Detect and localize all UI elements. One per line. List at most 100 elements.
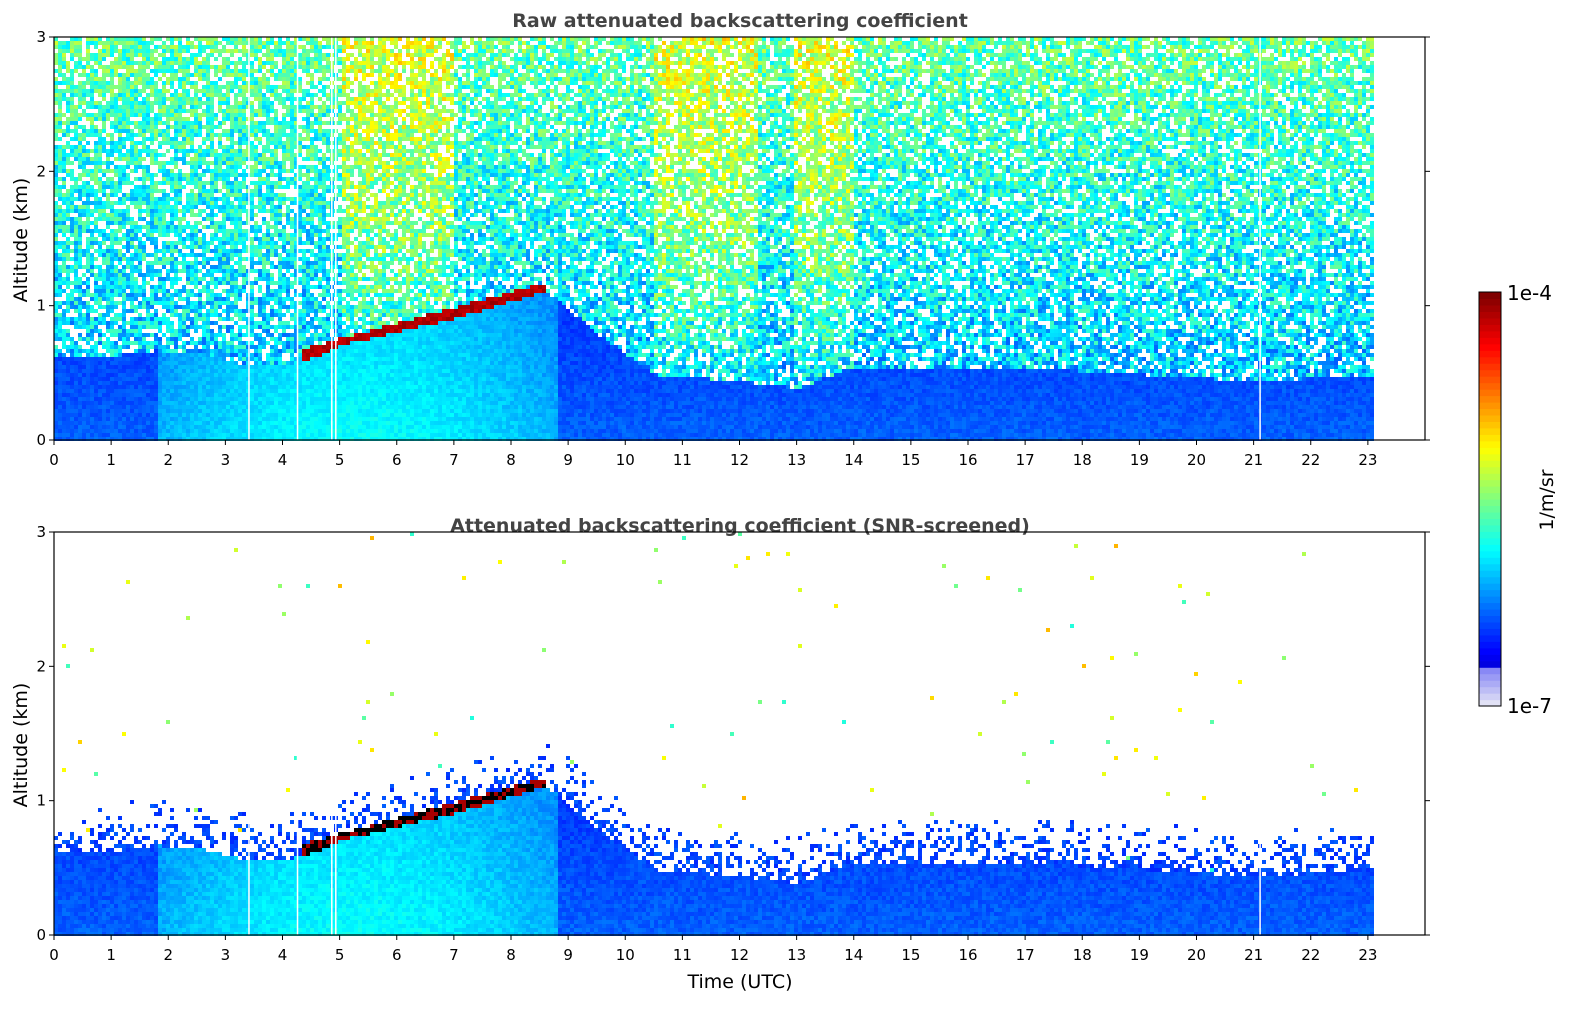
x-tick-label: 2 xyxy=(163,946,173,964)
x-tick-label: 8 xyxy=(506,451,516,469)
x-tick-label: 8 xyxy=(506,946,516,964)
colorbar-step xyxy=(1479,376,1501,383)
y-tick-label: 2 xyxy=(36,657,46,675)
x-axis-ticks: 0 1 2 3 4 5 6 7 8 9 10 11 12 13 14 15 16 17 18 19 20 21 22 23 xyxy=(49,440,1377,469)
y-tick-label: 0 xyxy=(36,926,46,944)
x-tick-label: 21 xyxy=(1244,946,1263,964)
x-tick-label: 20 xyxy=(1187,451,1206,469)
raw-backscatter-heatmap xyxy=(54,37,1374,441)
colorbar-step xyxy=(1479,577,1501,584)
colorbar-step xyxy=(1479,486,1501,493)
x-tick-label: 1 xyxy=(106,946,116,964)
x-tick-label: 14 xyxy=(844,451,863,469)
x-tick-label: 18 xyxy=(1073,451,1092,469)
colorbar-step xyxy=(1479,590,1501,597)
colorbar-step xyxy=(1479,505,1501,512)
colorbar-step xyxy=(1479,583,1501,590)
colorbar-step xyxy=(1479,525,1501,532)
y-tick-label: 0 xyxy=(36,431,46,449)
y-axis-label: Altitude (km) xyxy=(10,178,32,303)
colorbar-step xyxy=(1479,357,1501,364)
y-tick-label: 3 xyxy=(36,28,46,46)
colorbar-step xyxy=(1479,654,1501,661)
colorbar-step xyxy=(1479,518,1501,525)
x-tick-label: 4 xyxy=(278,451,288,469)
x-tick-label: 23 xyxy=(1358,946,1377,964)
x-tick-label: 5 xyxy=(335,451,345,469)
colorbar-step xyxy=(1479,331,1501,338)
raw-backscatter-panel: Raw attenuated backscattering coefficien… xyxy=(10,10,1430,469)
x-tick-label: 11 xyxy=(673,946,692,964)
x-tick-label: 21 xyxy=(1244,451,1263,469)
colorbar-step xyxy=(1479,324,1501,331)
x-tick-label: 12 xyxy=(730,946,749,964)
colorbar-step xyxy=(1479,693,1501,700)
colorbar-step xyxy=(1479,434,1501,441)
colorbar-step xyxy=(1479,544,1501,551)
x-axis-ticks: 0 1 2 3 4 5 6 7 8 9 10 11 12 13 14 15 16 17 18 19 20 21 22 23 xyxy=(49,935,1377,964)
snr-screened-panel: Attenuated backscattering coefficient (S… xyxy=(10,515,1430,993)
snr-screened-heatmap xyxy=(54,532,1374,936)
colorbar-step xyxy=(1479,661,1501,668)
y-tick-label: 1 xyxy=(36,297,46,315)
colorbar-step xyxy=(1479,441,1501,448)
colorbar-step xyxy=(1479,687,1501,694)
x-tick-label: 23 xyxy=(1358,451,1377,469)
x-tick-label: 6 xyxy=(392,946,402,964)
x-tick-label: 7 xyxy=(449,451,459,469)
colorbar-step xyxy=(1479,648,1501,655)
x-tick-label: 3 xyxy=(221,451,231,469)
colorbar-step xyxy=(1479,402,1501,409)
colorbar-step xyxy=(1479,641,1501,648)
x-tick-label: 19 xyxy=(1130,451,1149,469)
colorbar-step xyxy=(1479,454,1501,461)
colorbar-step xyxy=(1479,305,1501,312)
colorbar-step xyxy=(1479,603,1501,610)
x-tick-label: 16 xyxy=(958,451,977,469)
colorbar-min-label: 1e-7 xyxy=(1507,694,1552,718)
x-tick-label: 1 xyxy=(106,451,116,469)
colorbar-step xyxy=(1479,609,1501,616)
x-tick-label: 15 xyxy=(901,451,920,469)
colorbar-step xyxy=(1479,473,1501,480)
colorbar-step xyxy=(1479,447,1501,454)
colorbar-step xyxy=(1479,480,1501,487)
x-tick-label: 3 xyxy=(221,946,231,964)
x-tick-label: 17 xyxy=(1016,946,1035,964)
colorbar-step xyxy=(1479,628,1501,635)
colorbar-step xyxy=(1479,596,1501,603)
x-tick-label: 0 xyxy=(49,946,59,964)
colorbar-max-label: 1e-4 xyxy=(1507,281,1552,305)
x-tick-label: 15 xyxy=(901,946,920,964)
y-tick-label: 2 xyxy=(36,162,46,180)
x-axis-label: Time (UTC) xyxy=(686,971,792,993)
colorbar-step xyxy=(1479,408,1501,415)
colorbar-step xyxy=(1479,370,1501,377)
colorbar-step xyxy=(1479,493,1501,500)
x-tick-label: 11 xyxy=(673,451,692,469)
colorbar-step xyxy=(1479,674,1501,681)
colorbar-step xyxy=(1479,363,1501,370)
colorbar-step xyxy=(1479,292,1501,299)
colorbar-step xyxy=(1479,389,1501,396)
colorbar-step xyxy=(1479,564,1501,571)
x-tick-label: 16 xyxy=(958,946,977,964)
colorbar-step xyxy=(1479,635,1501,642)
colorbar-gradient xyxy=(1479,292,1501,707)
x-tick-label: 10 xyxy=(616,946,635,964)
colorbar-step xyxy=(1479,557,1501,564)
colorbar-step xyxy=(1479,337,1501,344)
colorbar-step xyxy=(1479,551,1501,558)
x-tick-label: 6 xyxy=(392,451,402,469)
y-tick-label: 3 xyxy=(36,523,46,541)
colorbar-step xyxy=(1479,622,1501,629)
colorbar-step xyxy=(1479,667,1501,674)
x-tick-label: 12 xyxy=(730,451,749,469)
x-tick-label: 10 xyxy=(616,451,635,469)
x-tick-label: 13 xyxy=(787,946,806,964)
x-tick-label: 7 xyxy=(449,946,459,964)
x-tick-label: 4 xyxy=(278,946,288,964)
x-tick-label: 0 xyxy=(49,451,59,469)
colorbar-step xyxy=(1479,460,1501,467)
